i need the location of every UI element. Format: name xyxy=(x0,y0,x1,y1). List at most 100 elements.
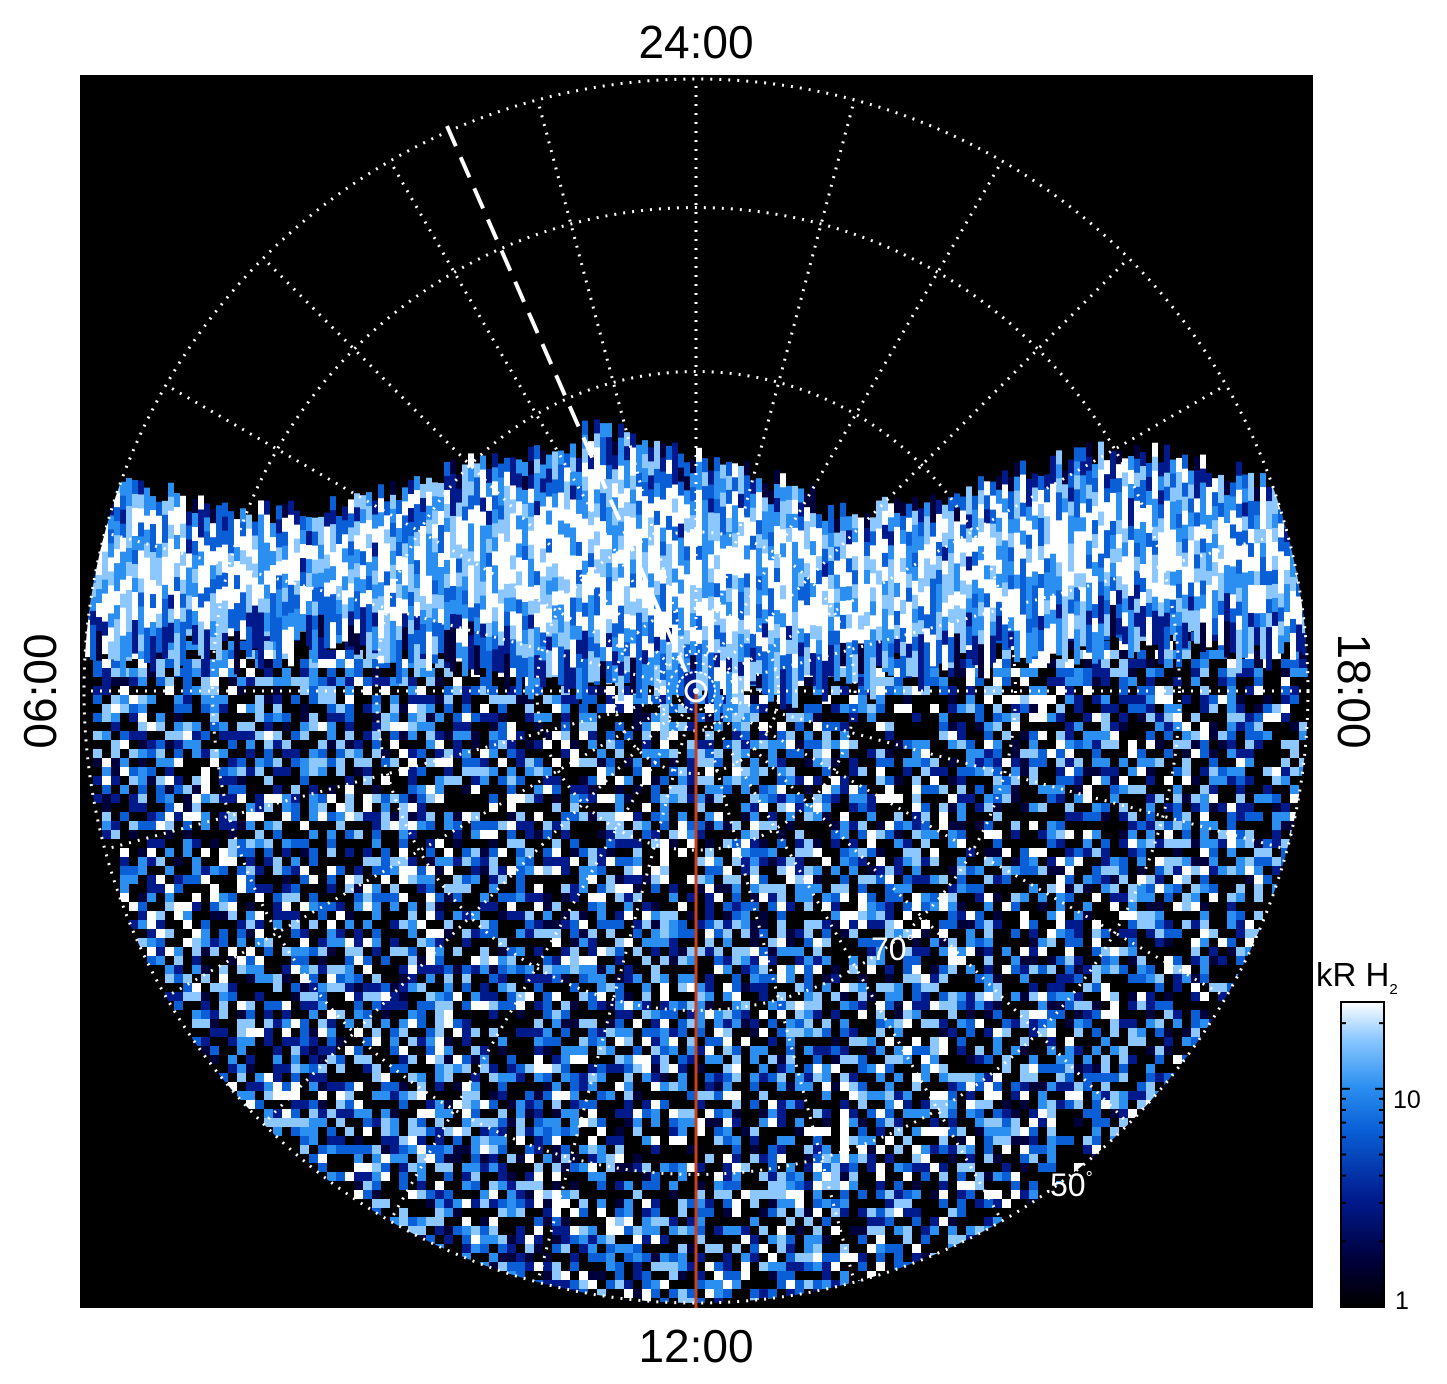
emission-pixel xyxy=(1128,956,1137,965)
emission-pixel xyxy=(1047,1127,1056,1136)
emission-pixel xyxy=(372,695,381,704)
emission-pixel xyxy=(1146,1064,1155,1073)
emission-pixel xyxy=(984,965,993,974)
emission-pixel xyxy=(183,785,192,794)
emission-pixel xyxy=(1002,794,1011,803)
emission-pixel xyxy=(147,722,156,731)
emission-pixel xyxy=(876,830,885,839)
emission-pixel xyxy=(1101,668,1110,677)
emission-pixel xyxy=(327,704,336,713)
emission-pixel xyxy=(786,749,795,758)
emission-pixel xyxy=(534,1001,543,1010)
emission-pixel xyxy=(1074,911,1083,920)
emission-pixel xyxy=(1065,1064,1074,1073)
emission-pixel xyxy=(786,938,795,947)
emission-pixel xyxy=(309,749,318,758)
emission-pixel xyxy=(1011,758,1020,767)
emission-pixel xyxy=(408,947,417,956)
emission-pixel xyxy=(921,992,930,1001)
emission-pixel xyxy=(102,758,111,767)
emission-pixel xyxy=(786,803,795,812)
emission-pixel xyxy=(417,659,426,668)
emission-pixel xyxy=(417,650,426,659)
emission-pixel xyxy=(840,1019,849,1028)
emission-pixel xyxy=(813,722,822,731)
emission-pixel xyxy=(1128,1001,1137,1010)
emission-pixel xyxy=(588,965,597,974)
emission-pixel xyxy=(516,857,525,866)
emission-pixel xyxy=(264,794,273,803)
emission-pixel xyxy=(1038,1001,1047,1010)
emission-pixel xyxy=(948,821,957,830)
emission-pixel xyxy=(534,1028,543,1037)
emission-pixel xyxy=(372,857,381,866)
emission-pixel xyxy=(1191,776,1200,785)
emission-pixel xyxy=(480,821,489,830)
emission-pixel xyxy=(705,866,714,875)
emission-pixel xyxy=(579,1037,588,1046)
emission-pixel xyxy=(309,686,318,695)
emission-pixel xyxy=(687,956,696,965)
emission-pixel xyxy=(1101,776,1110,785)
emission-pixel xyxy=(1056,1064,1065,1073)
emission-pixel xyxy=(318,1064,327,1073)
emission-pixel xyxy=(912,992,921,1001)
emission-pixel xyxy=(939,812,948,821)
emission-pixel xyxy=(1254,731,1263,740)
emission-pixel xyxy=(318,1028,327,1037)
emission-pixel xyxy=(705,731,714,740)
emission-pixel xyxy=(309,677,318,686)
emission-pixel xyxy=(102,830,111,839)
emission-pixel xyxy=(1164,803,1173,812)
emission-pixel xyxy=(975,947,984,956)
emission-pixel xyxy=(525,965,534,974)
emission-pixel xyxy=(93,758,102,767)
emission-pixel xyxy=(993,758,1002,767)
emission-pixel xyxy=(345,920,354,929)
emission-pixel xyxy=(480,929,489,938)
emission-pixel xyxy=(822,1082,831,1091)
emission-pixel xyxy=(939,1064,948,1073)
emission-pixel xyxy=(552,794,561,803)
emission-pixel xyxy=(363,884,372,893)
emission-pixel xyxy=(642,776,651,785)
emission-pixel xyxy=(912,740,921,749)
emission-pixel xyxy=(453,812,462,821)
emission-pixel xyxy=(840,893,849,902)
emission-pixel xyxy=(1119,1109,1128,1118)
emission-pixel xyxy=(1065,938,1074,947)
emission-pixel xyxy=(858,1082,867,1091)
emission-pixel xyxy=(210,794,219,803)
emission-pixel xyxy=(309,722,318,731)
emission-pixel xyxy=(453,740,462,749)
emission-pixel xyxy=(975,866,984,875)
emission-pixel xyxy=(255,1082,264,1091)
emission-pixel xyxy=(345,884,354,893)
emission-pixel xyxy=(408,749,417,758)
emission-pixel xyxy=(678,704,687,713)
emission-pixel xyxy=(561,1010,570,1019)
emission-pixel xyxy=(219,659,228,668)
emission-pixel xyxy=(318,767,327,776)
emission-pixel xyxy=(795,803,804,812)
emission-pixel xyxy=(192,1037,201,1046)
emission-pixel xyxy=(858,1055,867,1064)
emission-pixel xyxy=(543,1001,552,1010)
emission-pixel xyxy=(633,785,642,794)
emission-pixel xyxy=(507,1118,516,1127)
emission-pixel xyxy=(1110,956,1119,965)
emission-pixel xyxy=(813,1073,822,1082)
emission-pixel xyxy=(147,812,156,821)
emission-pixel xyxy=(219,992,228,1001)
emission-pixel xyxy=(453,965,462,974)
emission-pixel xyxy=(588,938,597,947)
emission-pixel xyxy=(804,713,813,722)
emission-pixel xyxy=(174,956,183,965)
emission-pixel xyxy=(1101,1082,1110,1091)
emission-pixel xyxy=(597,1028,606,1037)
emission-pixel xyxy=(489,713,498,722)
emission-pixel xyxy=(1155,902,1164,911)
emission-pixel xyxy=(1065,740,1074,749)
emission-pixel xyxy=(966,686,975,695)
emission-pixel xyxy=(291,911,300,920)
